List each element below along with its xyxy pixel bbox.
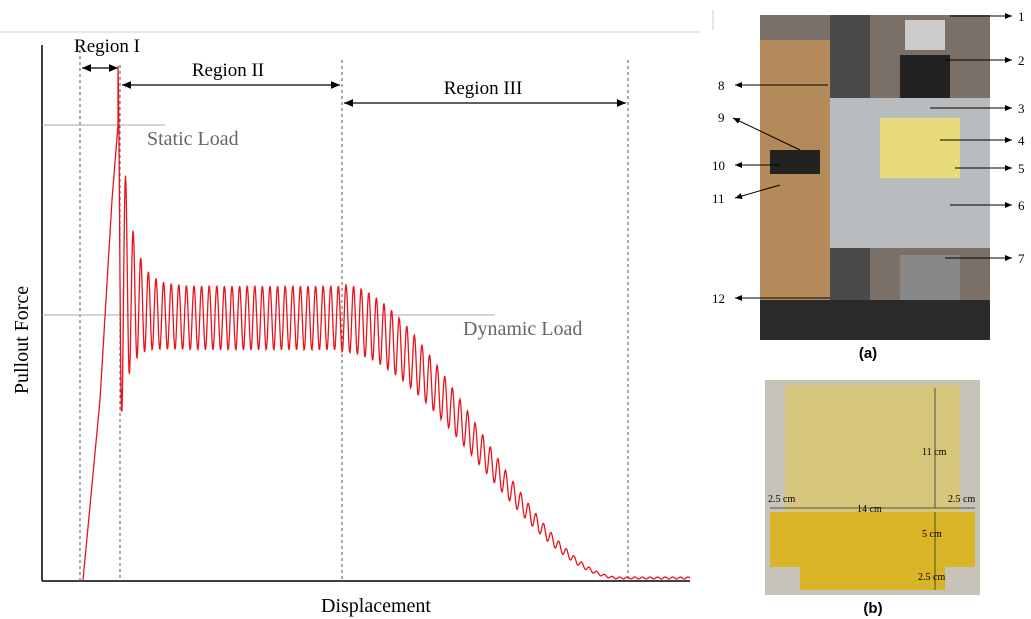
callout: 10 [712,158,725,173]
region-arrows [82,64,626,107]
dimension: 2.5 cm [948,494,975,505]
dimensions: 11 cm 2.5 cm 14 cm 2.5 cm 5 cm 2.5 cm [768,447,975,583]
callouts: 1 2 3 4 5 6 7 8 9 10 11 12 [712,9,1025,306]
region-label: Region I [74,36,140,57]
callout: 9 [718,110,725,125]
dimension: 11 cm [922,447,947,458]
dimension: 14 cm [857,504,882,515]
callout: 8 [718,78,725,93]
caption: (a) [859,345,877,362]
callout: 12 [712,291,725,306]
photo-a: 1 2 3 4 5 6 7 8 9 10 11 12 (a) [712,9,1025,362]
callout: 1 [1018,9,1025,24]
y-axis-label: Pullout Force [11,286,33,394]
photo-b: 11 cm 2.5 cm 14 cm 2.5 cm 5 cm 2.5 cm (b… [765,380,980,617]
dimension: 2.5 cm [918,572,945,583]
x-axis-label: Displacement [321,595,431,617]
region-label: Region III [444,78,523,99]
force-curve [82,65,691,581]
callout: 3 [1018,101,1025,116]
pullout-plot: Region I Region II Region III Static Loa… [0,10,714,617]
callout: 6 [1018,198,1025,213]
callout: 4 [1018,133,1025,148]
dimension: 5 cm [922,529,942,540]
annotation: Dynamic Load [463,318,582,340]
callout: 2 [1018,53,1025,68]
dimension-lines [770,388,975,590]
callout: 5 [1018,161,1025,176]
callout: 11 [712,191,725,206]
annotation: Static Load [147,128,239,150]
dimension: 2.5 cm [768,494,795,505]
caption: (b) [863,600,882,617]
region-label: Region II [192,60,264,81]
callout: 7 [1018,251,1025,266]
